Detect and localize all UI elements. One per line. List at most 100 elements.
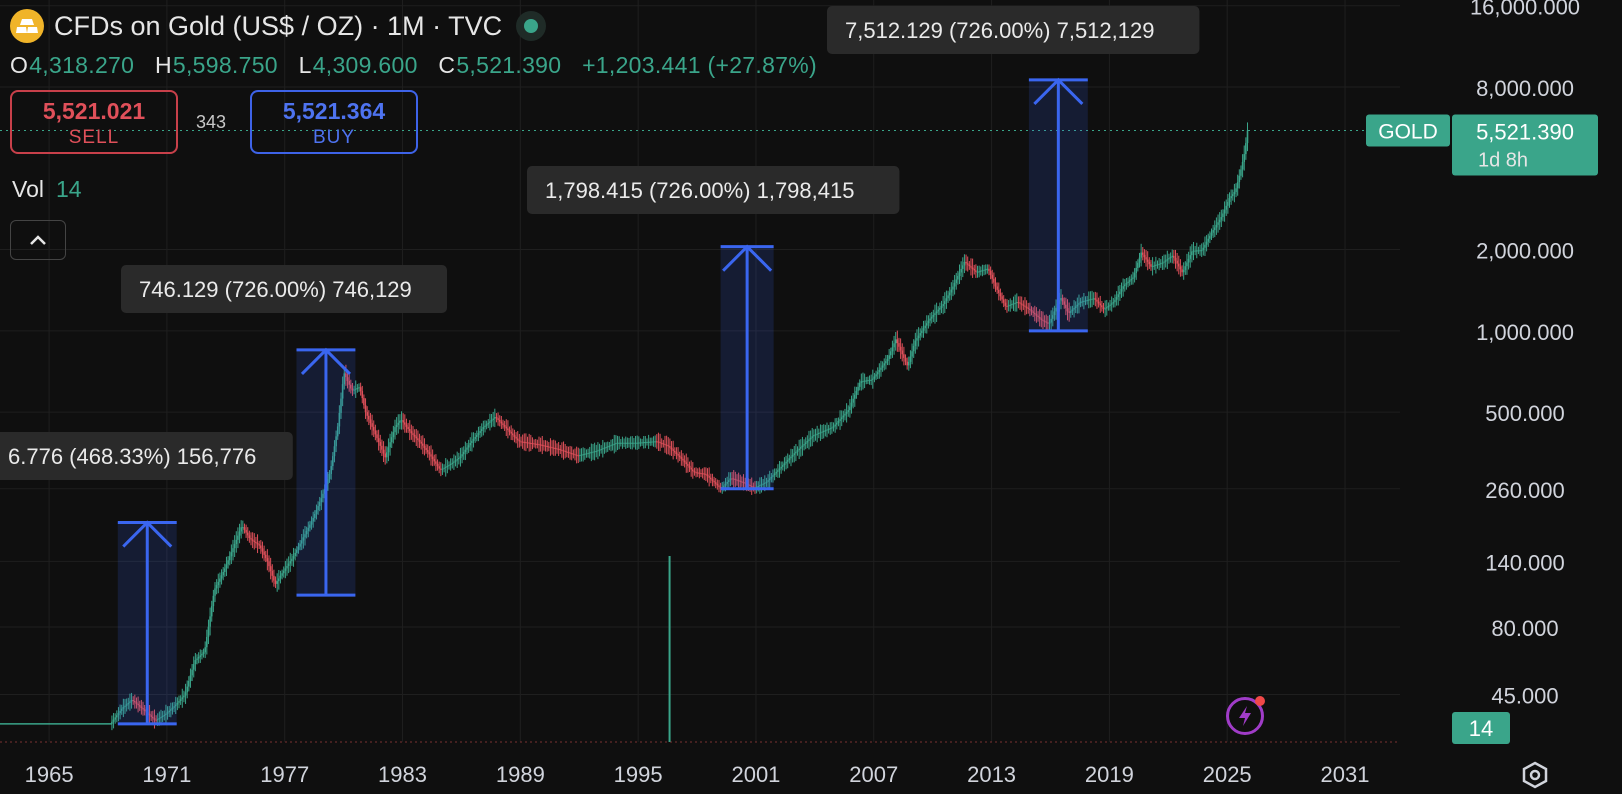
candle-body xyxy=(1228,198,1231,202)
candle-body xyxy=(1177,263,1180,267)
candle-body xyxy=(955,279,958,284)
time-axis[interactable]: 1965 1971 1977 1983 1989 1995 2001 2007 2013 2019… xyxy=(25,762,1370,787)
candle-body xyxy=(1181,269,1183,273)
candle-body xyxy=(711,479,714,481)
candle-body xyxy=(189,675,192,681)
candle-body xyxy=(397,422,400,425)
candle-body xyxy=(772,475,774,477)
candle-body xyxy=(678,455,681,458)
candle-body xyxy=(376,434,378,439)
candle-body xyxy=(624,442,627,444)
candle-body xyxy=(245,529,247,533)
measurement-tools[interactable]: 6.776 (468.33%) 156,776 746.129 (726.00%)… xyxy=(0,6,1200,726)
candle-body xyxy=(907,361,910,366)
candle-body xyxy=(390,437,393,443)
candle-body xyxy=(431,456,434,459)
candle-body xyxy=(600,449,602,451)
candle-body xyxy=(835,422,838,425)
candle-body xyxy=(588,452,591,454)
price-axis[interactable]: 16,000.000 8,000.000 2,000.000 1,000.000 500… xyxy=(1366,0,1598,744)
candle-body xyxy=(166,712,169,714)
sell-button[interactable]: 5,521.021 SELL xyxy=(10,90,178,154)
lightning-icon[interactable] xyxy=(1226,696,1265,735)
candle-body xyxy=(656,441,658,443)
candle-body xyxy=(219,578,221,582)
candle-body xyxy=(767,480,769,482)
candle-body xyxy=(729,478,732,481)
gold-bars-icon[interactable] xyxy=(10,9,44,43)
candle-body xyxy=(893,343,895,348)
candle-body xyxy=(441,468,444,470)
candle-body xyxy=(763,482,766,484)
candle-body xyxy=(945,298,948,302)
candle-body xyxy=(798,448,800,451)
candle-body xyxy=(112,719,115,722)
candle-body xyxy=(314,513,316,518)
candle-body xyxy=(435,461,437,464)
candle-body xyxy=(948,292,951,296)
candle-body xyxy=(852,398,854,403)
buy-button[interactable]: 5,521.364 BUY xyxy=(250,90,418,154)
candle-body xyxy=(292,556,295,559)
candle-body xyxy=(273,575,275,581)
candle-body xyxy=(1240,169,1242,176)
candle-body xyxy=(975,270,977,272)
candle-body xyxy=(469,443,472,446)
candle-body xyxy=(440,468,442,470)
candle-body xyxy=(569,452,571,454)
candle-body xyxy=(1091,298,1093,300)
candle-body xyxy=(232,548,234,553)
candle-body xyxy=(418,440,421,442)
candle-body xyxy=(480,429,483,432)
candle-body xyxy=(620,442,622,444)
candle-body xyxy=(958,272,961,276)
candle-body xyxy=(942,304,944,307)
candle-body xyxy=(610,445,612,447)
candle-body xyxy=(552,447,555,449)
collapse-legend-button[interactable] xyxy=(10,220,66,260)
ohlc-values: O4,318.270 H5,598.750 L4,309.600 C5,521.… xyxy=(10,52,831,79)
candle-body xyxy=(299,543,301,547)
candle-body xyxy=(125,704,128,706)
candle-body xyxy=(230,552,233,557)
candle-body xyxy=(327,478,329,484)
candle-body xyxy=(713,480,715,483)
candle-body xyxy=(508,430,511,432)
candle-body xyxy=(315,510,318,514)
candle-body xyxy=(137,703,139,706)
candle-body xyxy=(425,447,427,451)
candle-body xyxy=(428,452,431,455)
candle-body xyxy=(675,452,678,455)
candle-body xyxy=(1238,175,1241,183)
candle-body xyxy=(808,439,810,441)
candle-body xyxy=(451,462,454,464)
symbol-title[interactable]: CFDs on Gold (US$ / OZ) · 1M · TVC xyxy=(54,10,503,41)
candle-body xyxy=(1217,222,1219,225)
candle-body xyxy=(366,412,368,416)
candle-body xyxy=(135,702,138,704)
candle-body xyxy=(603,447,606,449)
candle-body xyxy=(539,444,542,446)
candle-body xyxy=(814,434,817,436)
candle-body xyxy=(654,441,656,443)
candle-body xyxy=(984,269,987,271)
candle-body xyxy=(384,453,386,458)
candle-body xyxy=(579,455,581,457)
candle-body xyxy=(179,699,182,702)
candle-body xyxy=(1086,300,1088,302)
candle-body xyxy=(412,433,414,435)
candle-body xyxy=(1212,230,1214,233)
candle-body xyxy=(906,361,908,366)
candle-body xyxy=(559,449,562,451)
candle-body xyxy=(863,380,866,382)
candle-body xyxy=(155,719,157,721)
hexagon-settings-icon[interactable] xyxy=(1520,760,1550,790)
candle-body xyxy=(494,417,496,419)
candle-body xyxy=(749,485,751,487)
candle-body xyxy=(240,527,242,532)
candle-body xyxy=(858,382,861,387)
candle-body xyxy=(821,431,823,433)
candle-body xyxy=(701,473,704,475)
candle-body xyxy=(1115,297,1118,300)
